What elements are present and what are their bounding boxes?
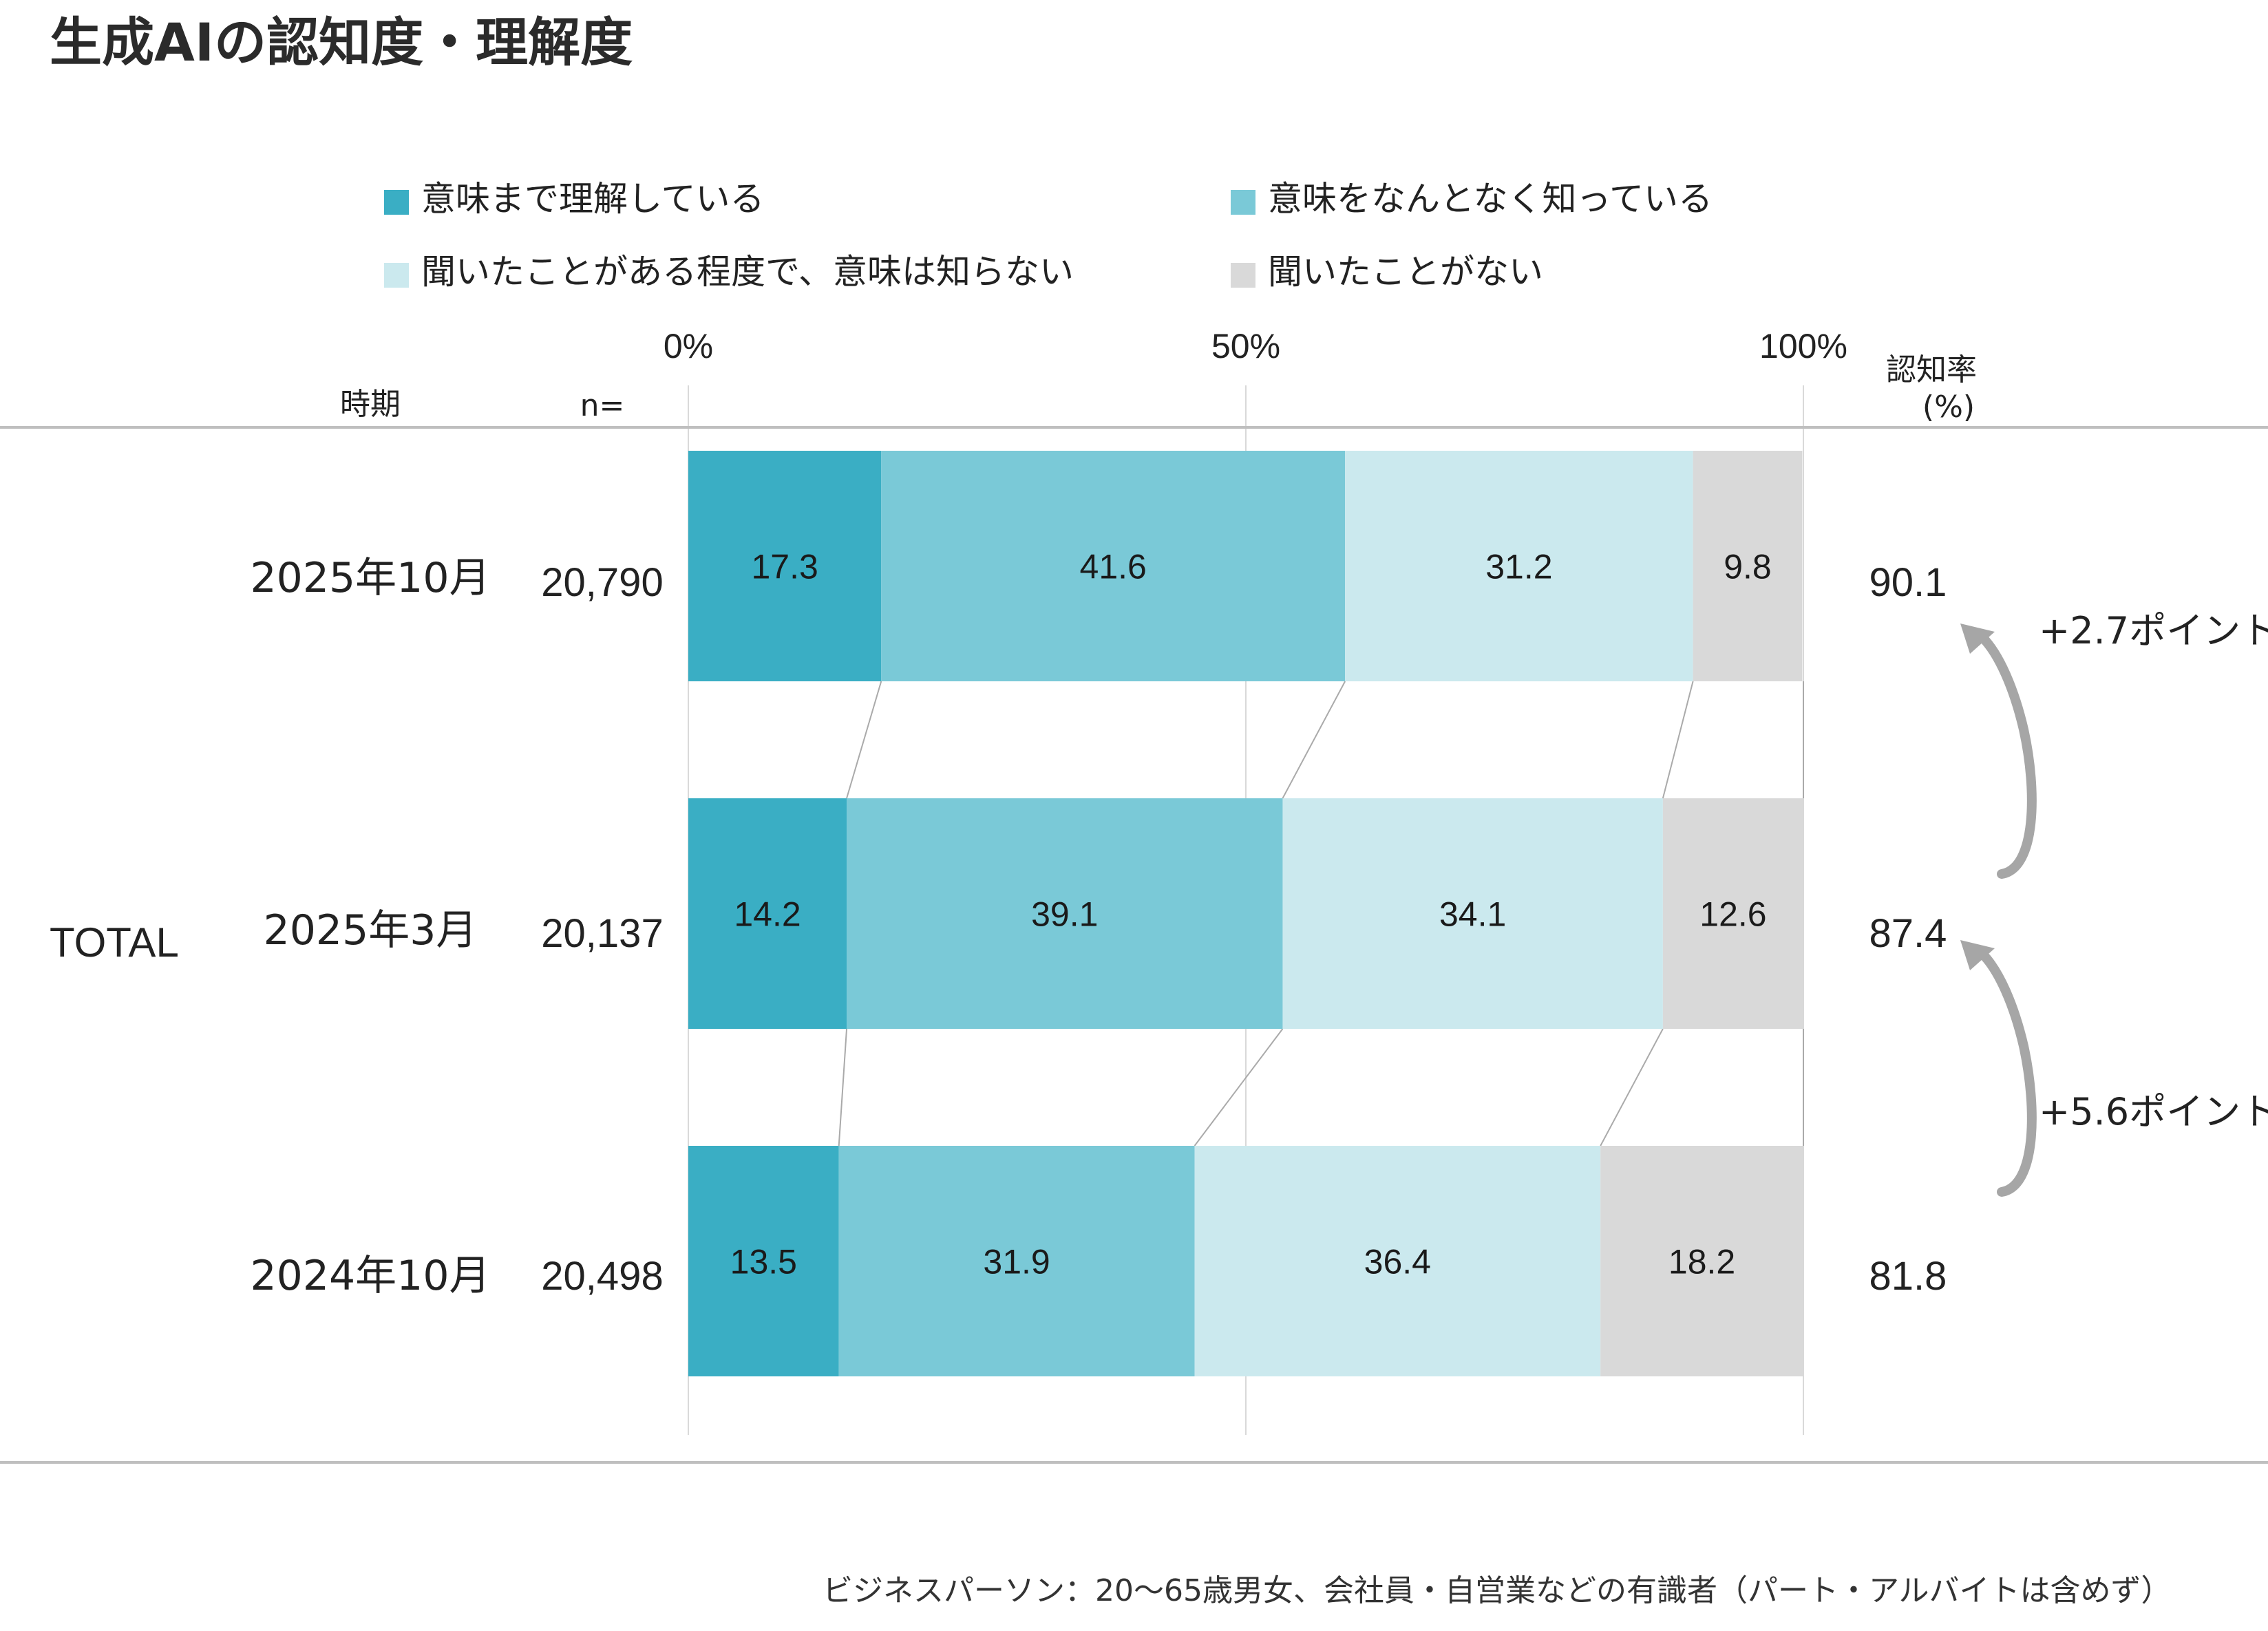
sample-size-label: 20,790: [541, 560, 663, 605]
difference-label-lower: +5.6ポイント: [2039, 1090, 2268, 1133]
footnote: ビジネスパーソン：20～65歳男女、会社員・自営業などの有識者（パート・アルバイ…: [823, 1573, 2172, 1608]
bar-value-label: 31.9: [983, 1243, 1050, 1281]
bar-value-label: 14.2: [734, 895, 801, 934]
difference-arrows: +2.7ポイント +5.6ポイント: [1960, 609, 2268, 1197]
bar-segment: [1194, 1146, 1601, 1376]
connector-line: [1600, 1028, 1664, 1147]
period-label: 2025年3月: [264, 906, 478, 955]
bar-segment: [881, 451, 1346, 681]
bar-value-label: 12.6: [1699, 895, 1766, 934]
n-header: n=: [580, 388, 625, 423]
bar-value-label: 41.6: [1080, 548, 1147, 586]
bar-segment: [688, 451, 882, 681]
period-label: 2024年10月: [250, 1252, 490, 1300]
bar-value-label: 9.8: [1724, 548, 1772, 586]
segment-connectors: [838, 681, 1804, 1147]
x-tick-label: 0%: [664, 327, 713, 365]
sample-size-label: 20,137: [541, 911, 663, 956]
bar-value-label: 36.4: [1364, 1243, 1431, 1281]
legend-swatch-vaguely-know: [1231, 190, 1255, 215]
legend-label-never-heard: 聞いたことがない: [1268, 252, 1543, 292]
arrow-upper: [1978, 632, 2037, 879]
total-label: TOTAL: [50, 919, 179, 966]
awareness-rate-label: 87.4: [1869, 911, 1947, 956]
legend-swatch-understand: [384, 190, 409, 215]
bar-value-label: 31.2: [1485, 548, 1552, 586]
chart-title: 生成AIの認知度・理解度: [50, 12, 633, 73]
row-labels: 2025年10月 20,790 90.1 2025年3月 20,137 87.4 2024年…: [250, 554, 1947, 1300]
legend-swatch-never-heard: [1231, 263, 1255, 288]
legend-swatch-heard-only: [384, 263, 409, 288]
connector-line: [1282, 681, 1346, 799]
difference-label-upper: +2.7ポイント: [2039, 609, 2268, 652]
bar-segment: [1345, 451, 1693, 681]
connector-line: [1662, 681, 1694, 799]
awareness-rate-label: 90.1: [1869, 560, 1947, 605]
legend: 意味まで理解している 意味をなんとなく知っている 聞いたことがある程度で、意味は…: [384, 179, 1713, 292]
connector-line: [1194, 1028, 1284, 1147]
connector-line: [846, 681, 882, 799]
bar-segment: [688, 1146, 839, 1376]
arrowhead-lower-icon: [1960, 940, 1995, 970]
bar-value-label: 18.2: [1668, 1243, 1735, 1281]
sample-size-label: 20,498: [541, 1254, 663, 1299]
legend-label-vaguely-know: 意味をなんとなく知っている: [1268, 179, 1713, 219]
legend-label-heard-only: 聞いたことがある程度で、意味は知らない: [421, 252, 1074, 292]
bars: 17.3 41.6 31.2 9.8 14.2 39.1 34.1 12.6 13.5 31.9 3…: [688, 451, 1803, 1376]
period-header: 時期: [340, 387, 401, 422]
x-axis: 0% 50% 100%: [664, 327, 1847, 365]
x-tick-label: 100%: [1759, 327, 1847, 365]
bar-value-label: 34.1: [1439, 895, 1506, 934]
x-tick-label: 50%: [1211, 327, 1280, 365]
connector-line: [838, 1028, 848, 1147]
bar-segment: [1282, 798, 1663, 1029]
bar-value-label: 17.3: [751, 548, 818, 586]
rate-header: 認知率: [1886, 352, 1977, 387]
bar-value-label: 13.5: [730, 1243, 797, 1281]
bar-segment: [838, 1146, 1195, 1376]
bar-value-label: 39.1: [1031, 895, 1098, 934]
arrow-lower: [1978, 949, 2037, 1197]
bar-segment: [1662, 798, 1803, 1029]
arrowhead-upper-icon: [1960, 623, 1995, 654]
bar-segment: [688, 798, 847, 1029]
bar-segment: [847, 798, 1283, 1029]
awareness-rate-label: 81.8: [1869, 1254, 1947, 1299]
bar-segment: [1600, 1146, 1803, 1376]
period-label: 2025年10月: [250, 554, 490, 602]
legend-label-understand: 意味まで理解している: [421, 179, 765, 219]
rate-unit-header: (%): [1922, 390, 1975, 425]
bar-segment: [1693, 451, 1803, 681]
